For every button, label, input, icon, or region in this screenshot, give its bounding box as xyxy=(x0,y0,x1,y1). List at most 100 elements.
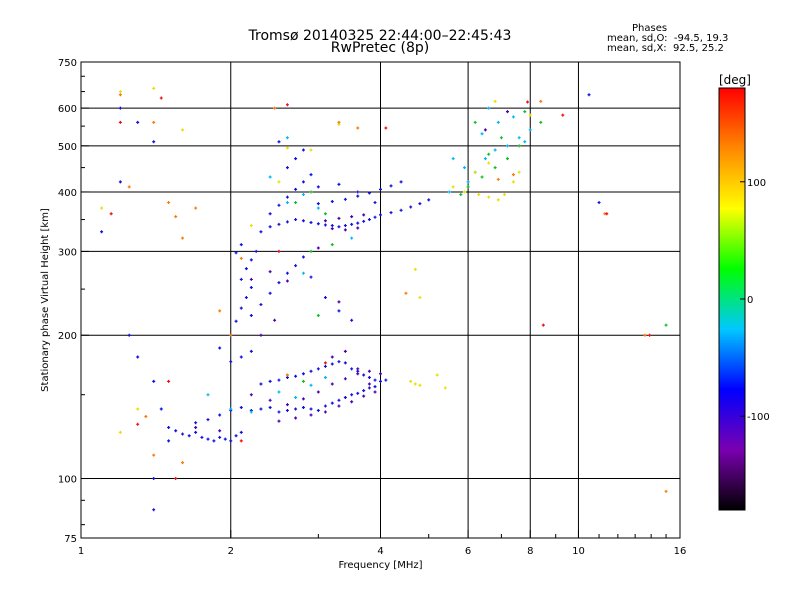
data-point xyxy=(496,120,500,124)
data-point xyxy=(294,416,298,420)
data-point xyxy=(301,372,305,376)
phases-x-stats: mean, sd,X: 92.5, 25.2 xyxy=(607,43,724,54)
data-point xyxy=(343,349,347,353)
data-point xyxy=(259,382,263,386)
y-tick-label: 400 xyxy=(58,188,77,199)
data-point xyxy=(409,379,413,383)
data-point xyxy=(277,410,281,414)
data-point xyxy=(152,140,156,144)
data-point xyxy=(350,236,354,240)
data-point xyxy=(316,206,320,210)
data-point xyxy=(502,193,506,197)
data-point xyxy=(309,383,313,387)
data-point xyxy=(294,201,298,205)
data-point xyxy=(127,185,131,189)
data-point xyxy=(389,211,393,215)
data-point xyxy=(277,378,281,382)
data-point xyxy=(249,393,253,397)
data-point xyxy=(505,157,509,161)
y-tick-label: 600 xyxy=(58,104,77,115)
colorbar-tick-label: 0 xyxy=(747,295,753,306)
data-point xyxy=(194,206,198,210)
data-point xyxy=(496,198,500,202)
data-point xyxy=(447,190,451,194)
data-point xyxy=(323,212,327,216)
data-point xyxy=(285,195,289,199)
x-tick-label: 10 xyxy=(572,546,585,557)
data-point xyxy=(301,180,305,184)
data-point xyxy=(493,99,497,103)
data-point xyxy=(118,90,122,94)
data-point xyxy=(301,397,305,401)
data-point xyxy=(167,425,171,429)
data-point xyxy=(218,346,222,350)
data-point xyxy=(350,222,354,226)
data-point xyxy=(418,383,422,387)
data-point xyxy=(239,256,243,260)
data-point xyxy=(294,407,298,411)
data-point xyxy=(159,96,163,100)
data-point xyxy=(206,393,210,397)
data-point xyxy=(194,421,198,425)
x-tick-label: 2 xyxy=(228,546,234,557)
data-point xyxy=(268,175,272,179)
data-point xyxy=(323,219,327,223)
data-point xyxy=(268,212,272,216)
data-point xyxy=(285,146,289,150)
data-point xyxy=(323,361,327,365)
data-point xyxy=(356,221,360,225)
phases-title: Phases xyxy=(632,23,668,34)
data-point xyxy=(181,128,185,132)
data-point xyxy=(427,198,431,202)
data-point xyxy=(127,333,131,337)
x-axis-label: Frequency [MHz] xyxy=(338,560,422,571)
data-point xyxy=(323,376,327,380)
data-point xyxy=(181,461,185,465)
data-point xyxy=(523,140,527,144)
y-tick-label: 75 xyxy=(64,534,77,545)
data-point xyxy=(229,439,233,443)
data-point xyxy=(399,208,403,212)
y-tick-label: 100 xyxy=(58,475,77,486)
data-point xyxy=(330,362,334,366)
data-point xyxy=(152,508,156,512)
data-point xyxy=(136,422,140,426)
data-point xyxy=(118,430,122,434)
data-point xyxy=(277,180,281,184)
data-point xyxy=(337,398,341,402)
data-point xyxy=(268,406,272,410)
data-point xyxy=(356,126,360,130)
data-point xyxy=(206,437,210,441)
data-point xyxy=(285,403,289,407)
data-point xyxy=(643,333,647,337)
data-point xyxy=(343,224,347,228)
data-point xyxy=(399,180,403,184)
data-point xyxy=(277,222,281,226)
data-point xyxy=(597,201,601,205)
chart-subtitle: RwPretec (8p) xyxy=(330,40,430,56)
data-point xyxy=(136,355,140,359)
data-point xyxy=(309,407,313,411)
data-point xyxy=(277,203,281,207)
data-point xyxy=(539,99,543,103)
data-point xyxy=(239,406,243,410)
x-tick-label: 16 xyxy=(674,546,687,557)
data-point xyxy=(418,296,422,300)
data-point xyxy=(187,434,191,438)
data-point xyxy=(384,126,388,130)
data-point xyxy=(174,429,178,433)
data-point xyxy=(152,86,156,90)
data-point xyxy=(462,190,466,194)
data-point xyxy=(337,216,341,220)
data-point xyxy=(356,194,360,198)
data-point xyxy=(249,349,253,353)
data-point xyxy=(273,318,277,322)
data-point xyxy=(337,182,341,186)
data-point xyxy=(285,279,289,283)
data-point xyxy=(511,173,515,177)
data-point xyxy=(309,221,313,225)
data-point xyxy=(367,382,371,386)
data-point xyxy=(294,395,298,399)
data-point xyxy=(239,243,243,247)
data-point xyxy=(330,382,334,386)
